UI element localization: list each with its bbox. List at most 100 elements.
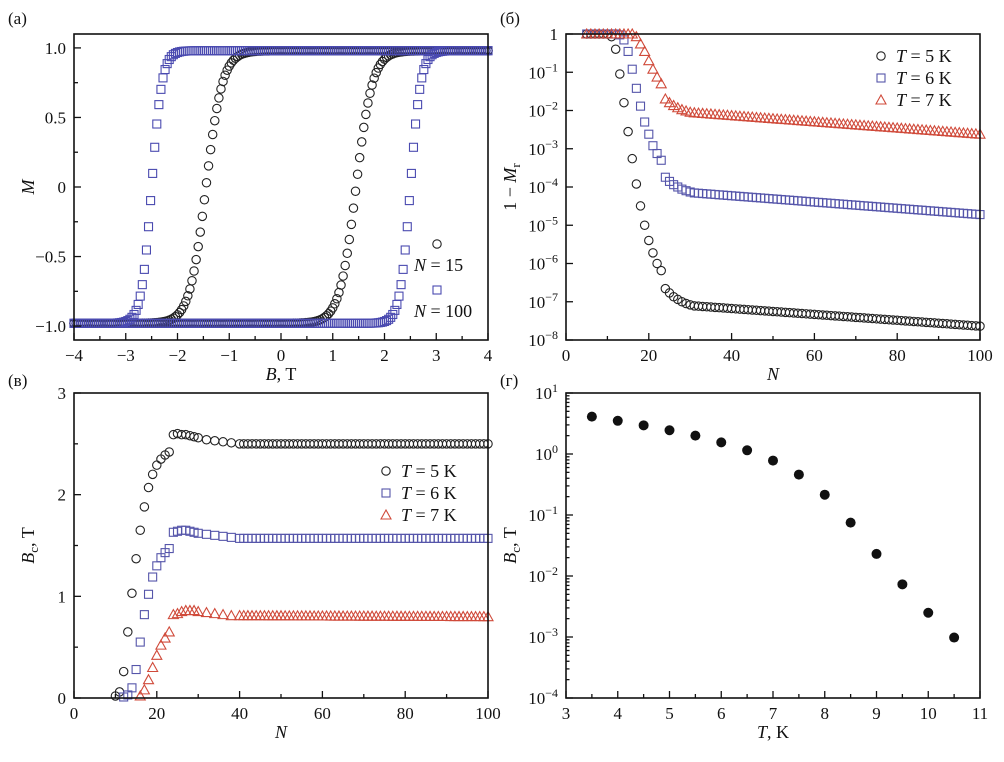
- x-tick-label: 0: [277, 346, 286, 365]
- x-tick-label: 0: [562, 346, 571, 365]
- data-point: [192, 605, 205, 617]
- series-t-7-k: [580, 28, 986, 139]
- data-point: [175, 605, 188, 617]
- x-tick-label: −2: [168, 346, 186, 365]
- y-tick-label: 10−1: [528, 503, 558, 525]
- data-point: [415, 84, 425, 94]
- data-point: [146, 196, 156, 206]
- data-point: [845, 517, 856, 528]
- data-point: [623, 126, 633, 137]
- panel-b: (б) 0 20 40 60 80 100 1 10−1 10−2 10−3 10−4 10−5 10−6…: [500, 9, 993, 384]
- x-tick-label: 20: [640, 346, 657, 365]
- data-point: [394, 291, 404, 301]
- data-point: [131, 664, 141, 675]
- x-tick-label: −1: [220, 346, 238, 365]
- data-point: [210, 530, 220, 540]
- x-tick-label: 80: [889, 346, 906, 365]
- data-point: [897, 579, 908, 590]
- data-point: [183, 291, 193, 301]
- x-axis-title: N: [766, 364, 780, 384]
- data-point: [663, 96, 676, 108]
- data-point: [187, 276, 197, 286]
- data-point: [365, 88, 375, 98]
- data-point: [217, 608, 229, 620]
- series-t-6-k: [119, 525, 493, 702]
- plot-frame: [565, 392, 981, 699]
- data-point: [369, 73, 379, 83]
- data-point: [664, 425, 675, 436]
- data-point: [396, 280, 406, 290]
- panel-label: (б): [500, 9, 520, 28]
- data-point: [635, 101, 646, 111]
- data-point: [210, 115, 220, 126]
- data-point: [216, 84, 226, 94]
- data-point: [127, 683, 137, 693]
- data-point: [171, 607, 184, 619]
- data-point: [716, 437, 727, 448]
- data-point: [218, 531, 228, 541]
- data-point: [644, 235, 654, 246]
- data-point: [648, 141, 658, 151]
- legend: T = 5 KT = 6 KT = 7 K: [380, 461, 457, 525]
- data-point: [181, 296, 191, 307]
- y-tick-label: −0.5: [35, 248, 66, 267]
- y-tick-label: −1.0: [35, 317, 66, 336]
- x-tick-label: 3: [432, 346, 441, 365]
- panel-label: (а): [8, 9, 27, 28]
- data-point: [419, 64, 429, 75]
- data-point: [642, 54, 655, 66]
- plot-area: [580, 28, 986, 331]
- data-point: [212, 103, 222, 114]
- data-point: [199, 194, 210, 205]
- panel-d: (г) 3 4 5 6 7 8 9 10 11 101 100 10−1 10−2 10−3 10−4 T, K…: [500, 371, 988, 742]
- x-tick-label: 5: [665, 704, 674, 723]
- legend-marker: [876, 73, 886, 83]
- y-tick-label: 10−2: [528, 564, 558, 586]
- data-point: [656, 155, 666, 165]
- data-point: [225, 609, 238, 621]
- x-axis-title: T, K: [757, 722, 789, 742]
- data-point: [350, 186, 361, 197]
- plot-area: [586, 411, 960, 643]
- data-point: [152, 119, 162, 129]
- x-tick-label: 60: [314, 704, 331, 723]
- data-point: [630, 30, 643, 42]
- data-point: [143, 222, 154, 232]
- x-tick-label: 0: [70, 704, 79, 723]
- data-point: [156, 84, 166, 94]
- series-t-5-k: [110, 428, 493, 701]
- data-point: [201, 435, 212, 445]
- data-point: [141, 245, 151, 255]
- y-tick-label: 2: [58, 486, 67, 505]
- legend-label: T = 7 K: [896, 90, 952, 110]
- data-point: [135, 637, 145, 647]
- y-tick-label: 10−5: [528, 213, 558, 235]
- y-tick-label: 0.5: [45, 108, 66, 127]
- data-point: [332, 293, 342, 304]
- data-point: [118, 666, 129, 677]
- data-point: [923, 607, 934, 618]
- x-axis-title: N: [274, 722, 288, 742]
- data-point: [656, 265, 666, 276]
- legend-marker: [380, 508, 392, 520]
- panel-a: (а) −4 −3 −2 −1 0 1 2 3 4 −1.0 −0.5 0 0.5 1.0 B, T M N = …: [8, 9, 493, 384]
- data-point: [137, 280, 147, 290]
- data-point: [342, 248, 352, 259]
- data-point: [158, 73, 168, 83]
- y-tick-label: 1.0: [45, 39, 66, 58]
- data-point: [648, 248, 658, 258]
- data-point: [146, 661, 159, 673]
- data-point: [793, 469, 804, 480]
- data-point: [742, 445, 753, 456]
- data-point: [139, 502, 150, 512]
- x-tick-label: 40: [723, 346, 740, 365]
- data-point: [655, 77, 668, 89]
- plot-area: [69, 45, 493, 329]
- data-point: [155, 639, 167, 650]
- data-point: [336, 280, 346, 290]
- legend-label: T = 6 K: [896, 68, 952, 88]
- data-point: [159, 631, 172, 643]
- data-point: [123, 627, 133, 637]
- x-tick-label: 6: [717, 704, 726, 723]
